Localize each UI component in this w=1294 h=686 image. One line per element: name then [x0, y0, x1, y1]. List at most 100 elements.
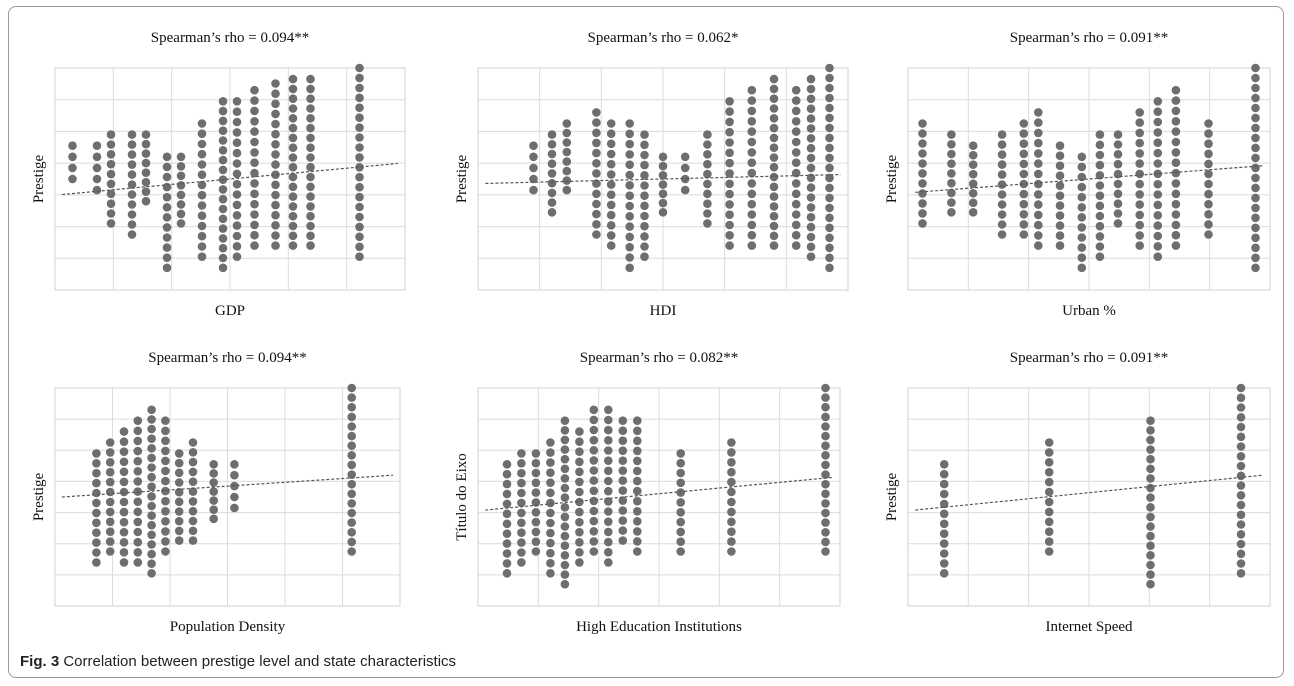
data-point	[288, 241, 298, 250]
data-point	[1251, 103, 1260, 113]
data-point	[355, 252, 364, 261]
data-point	[640, 221, 649, 231]
data-point	[676, 478, 685, 488]
data-point	[918, 139, 927, 148]
data-point	[1251, 73, 1260, 83]
data-point	[347, 422, 357, 431]
data-point	[589, 446, 599, 455]
data-point	[727, 477, 736, 487]
data-point	[288, 211, 298, 221]
data-point	[547, 188, 557, 198]
data-point	[92, 141, 102, 150]
data-point	[806, 114, 816, 123]
data-point	[288, 133, 298, 143]
data-point	[1034, 200, 1043, 209]
trend-line	[485, 173, 841, 185]
data-point	[529, 152, 538, 162]
data-point	[1236, 403, 1246, 412]
data-point	[947, 178, 956, 188]
data-point	[725, 127, 734, 137]
data-point	[1171, 241, 1181, 250]
data-point	[604, 547, 613, 557]
data-point	[547, 178, 557, 188]
data-point	[640, 242, 649, 251]
data-point	[1171, 179, 1181, 188]
data-point	[625, 170, 634, 180]
data-point	[355, 83, 364, 93]
data-point	[769, 123, 779, 133]
data-point	[174, 487, 184, 497]
data-point	[218, 116, 228, 126]
data-point	[1113, 179, 1123, 189]
data-point	[676, 537, 685, 546]
data-point	[747, 85, 757, 95]
data-point	[271, 99, 280, 109]
data-point	[747, 106, 757, 116]
data-point	[560, 579, 570, 589]
data-point	[1171, 199, 1181, 209]
data-point	[633, 486, 642, 496]
data-point	[560, 483, 570, 493]
data-point	[68, 152, 77, 162]
data-point	[1153, 97, 1163, 106]
data-point	[529, 163, 538, 173]
data-point	[147, 453, 156, 463]
data-point	[517, 459, 526, 468]
data-point	[618, 426, 628, 436]
data-point	[1251, 153, 1260, 163]
data-point	[939, 559, 949, 568]
data-point	[918, 129, 927, 138]
data-point	[355, 232, 364, 242]
data-point	[1077, 172, 1087, 182]
data-point	[1236, 539, 1246, 549]
data-point	[1019, 129, 1029, 138]
data-point	[769, 231, 779, 241]
data-point	[747, 220, 757, 230]
data-point	[1204, 149, 1213, 159]
data-point	[174, 516, 184, 526]
data-point	[347, 528, 357, 537]
data-point	[727, 448, 736, 457]
data-point	[531, 508, 541, 517]
data-point	[806, 143, 816, 153]
data-point	[947, 140, 956, 149]
data-point	[133, 456, 143, 466]
data-point	[1236, 413, 1246, 422]
data-point	[127, 230, 137, 239]
data-point	[606, 129, 616, 138]
data-point	[997, 230, 1007, 239]
data-point	[1153, 159, 1163, 168]
data-point	[218, 204, 228, 214]
data-point	[161, 507, 170, 516]
data-point	[147, 492, 156, 501]
data-point	[106, 159, 116, 169]
data-point	[589, 486, 599, 496]
data-point	[1019, 169, 1029, 179]
data-point	[606, 149, 616, 159]
data-point	[517, 528, 526, 537]
data-point	[230, 492, 239, 502]
data-point	[1153, 117, 1163, 127]
data-point	[625, 119, 634, 128]
data-point	[127, 200, 137, 209]
data-point	[188, 526, 198, 536]
data-point	[197, 139, 207, 149]
data-point	[589, 496, 599, 506]
data-point	[1146, 454, 1155, 464]
data-point	[1251, 233, 1260, 243]
data-point	[1055, 151, 1065, 160]
data-point	[288, 94, 298, 103]
data-point	[640, 211, 649, 221]
data-point	[1204, 169, 1213, 179]
data-point	[1236, 442, 1246, 451]
data-point	[127, 130, 137, 139]
data-point	[625, 160, 634, 169]
data-point	[92, 449, 101, 458]
data-point	[1034, 169, 1043, 179]
data-point	[232, 107, 242, 116]
data-point	[306, 172, 315, 182]
data-point	[218, 224, 228, 233]
data-point	[1236, 432, 1246, 442]
data-point	[825, 103, 834, 113]
data-point	[1236, 559, 1246, 568]
